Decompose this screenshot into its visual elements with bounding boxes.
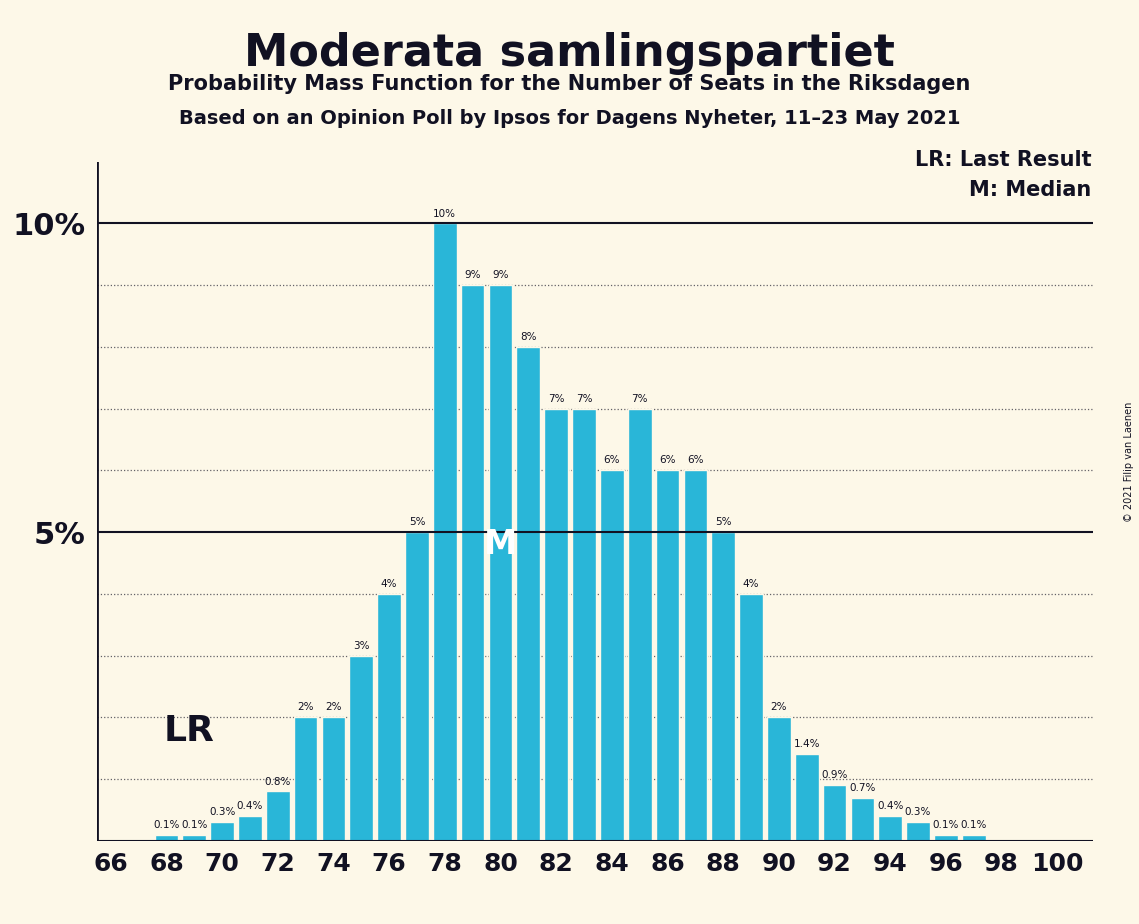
Bar [182, 834, 206, 841]
Text: 0.1%: 0.1% [960, 820, 986, 830]
Text: 0.1%: 0.1% [933, 820, 959, 830]
Bar [377, 594, 401, 841]
Bar [265, 792, 289, 841]
Bar [572, 408, 596, 841]
Text: 6%: 6% [659, 456, 675, 466]
Text: 0.4%: 0.4% [237, 801, 263, 811]
Text: 1.4%: 1.4% [794, 739, 820, 749]
Text: 4%: 4% [743, 579, 760, 589]
Text: M: Median: M: Median [969, 180, 1091, 201]
Text: 9%: 9% [492, 270, 509, 280]
Text: M: M [484, 528, 517, 561]
Text: 0.3%: 0.3% [904, 808, 932, 818]
Text: 0.9%: 0.9% [821, 771, 847, 781]
Text: 2%: 2% [771, 702, 787, 712]
Bar [851, 797, 875, 841]
Bar [350, 656, 374, 841]
Text: 0.1%: 0.1% [154, 820, 180, 830]
Bar [238, 816, 262, 841]
Text: 2%: 2% [326, 702, 342, 712]
Bar [934, 834, 958, 841]
Text: 0.1%: 0.1% [181, 820, 207, 830]
Bar [628, 408, 652, 841]
Text: Probability Mass Function for the Number of Seats in the Riksdagen: Probability Mass Function for the Number… [169, 74, 970, 94]
Text: Based on an Opinion Poll by Ipsos for Dagens Nyheter, 11–23 May 2021: Based on an Opinion Poll by Ipsos for Da… [179, 109, 960, 128]
Bar [962, 834, 985, 841]
Text: 0.8%: 0.8% [264, 776, 290, 786]
Text: 0.4%: 0.4% [877, 801, 903, 811]
Bar [211, 822, 233, 841]
Bar [405, 532, 428, 841]
Bar [767, 717, 790, 841]
Bar [489, 286, 513, 841]
Bar [822, 785, 846, 841]
Bar [294, 717, 318, 841]
Text: 10%: 10% [433, 209, 457, 218]
Bar [516, 346, 540, 841]
Text: 6%: 6% [687, 456, 704, 466]
Text: 3%: 3% [353, 640, 369, 650]
Text: 2%: 2% [297, 702, 314, 712]
Text: 8%: 8% [521, 332, 536, 342]
Text: 5%: 5% [409, 517, 425, 528]
Text: 0.3%: 0.3% [208, 808, 236, 818]
Bar [907, 822, 929, 841]
Text: LR: Last Result: LR: Last Result [915, 150, 1091, 170]
Bar [433, 224, 457, 841]
Bar [544, 408, 568, 841]
Bar [321, 717, 345, 841]
Bar [683, 470, 707, 841]
Bar [155, 834, 178, 841]
Text: 7%: 7% [631, 394, 648, 404]
Text: 9%: 9% [465, 270, 481, 280]
Text: 6%: 6% [604, 456, 620, 466]
Bar [878, 816, 902, 841]
Text: 5%: 5% [715, 517, 731, 528]
Text: Moderata samlingspartiet: Moderata samlingspartiet [244, 32, 895, 76]
Text: 0.7%: 0.7% [850, 783, 876, 793]
Text: 7%: 7% [575, 394, 592, 404]
Bar [795, 754, 819, 841]
Text: © 2021 Filip van Laenen: © 2021 Filip van Laenen [1124, 402, 1133, 522]
Bar [739, 594, 763, 841]
Bar [461, 286, 484, 841]
Bar [656, 470, 679, 841]
Text: 7%: 7% [548, 394, 565, 404]
Text: LR: LR [163, 714, 214, 748]
Bar [712, 532, 735, 841]
Text: 4%: 4% [380, 579, 398, 589]
Bar [600, 470, 624, 841]
